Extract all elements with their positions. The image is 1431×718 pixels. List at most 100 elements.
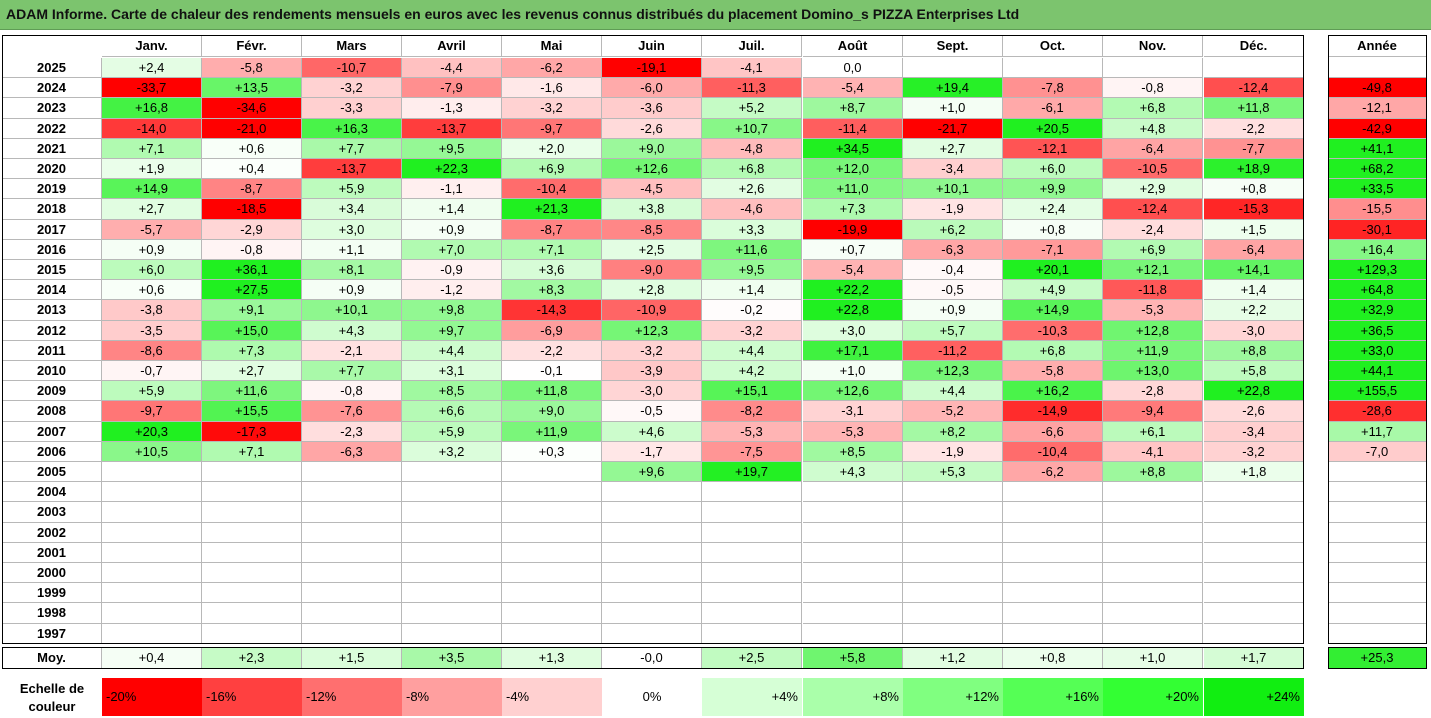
heatmap-cell [1103,623,1203,644]
heatmap-cell: +17,1 [803,340,903,361]
heatmap-cell: +2,9 [1103,179,1203,200]
year-label: 2010 [2,361,102,382]
color-scale-swatch: +20% [1103,678,1203,716]
heatmap-cell: -0,1 [502,361,602,382]
heatmap-cell [602,563,702,584]
heatmap-cell [903,482,1003,503]
heatmap-cell [1003,482,1103,503]
heatmap-cell: +0,7 [803,239,903,260]
heatmap-cell: -5,8 [202,58,302,79]
heatmap-cell: +2,7 [903,138,1003,159]
heatmap-cell [602,603,702,624]
heatmap-cell [102,462,202,483]
heatmap-cell: +0,9 [302,280,402,301]
heatmap-cell: -8,7 [202,179,302,200]
average-cell: +2,5 [702,647,802,669]
heatmap-cell: +6,8 [1103,98,1203,119]
heatmap-cell: +2,0 [502,138,602,159]
heatmap-cell: -13,7 [402,118,502,139]
heatmap-cell [1103,603,1203,624]
heatmap-cell [702,542,802,563]
heatmap-cell: +2,7 [202,361,302,382]
heatmap-cell: -0,9 [402,260,502,281]
heatmap-cell: +4,8 [1103,118,1203,139]
heatmap-cell: -12,1 [1003,138,1103,159]
heatmap-cell: +0,9 [402,219,502,240]
year-label: 2003 [2,502,102,523]
heatmap-cell: -3,4 [1204,421,1304,442]
year-label: 2013 [2,300,102,321]
heatmap-cell: +15,5 [202,401,302,422]
heatmap-cell [302,583,402,604]
heatmap-cell: +1,0 [803,361,903,382]
heatmap-cell [903,623,1003,644]
heatmap-cell: +4,4 [702,340,802,361]
year-label: 1997 [2,623,102,644]
heatmap-cell: -0,8 [302,381,402,402]
heatmap-cell [903,603,1003,624]
heatmap-cell: -6,9 [502,320,602,341]
heatmap-cell: +5,7 [903,320,1003,341]
color-scale-swatch: -16% [202,678,302,716]
average-cell: +1,7 [1204,647,1304,669]
heatmap-cell: -14,0 [102,118,202,139]
month-header: Déc. [1204,35,1304,57]
heatmap-cell [102,583,202,604]
annual-cell [1328,522,1427,543]
heatmap-cell: +11,6 [202,381,302,402]
heatmap-cell: -4,5 [602,179,702,200]
heatmap-cell: -1,7 [602,441,702,462]
heatmap-cell: +27,5 [202,280,302,301]
heatmap-cell: -3,2 [302,78,402,99]
month-header: Nov. [1103,35,1203,57]
heatmap-cell: -3,2 [702,320,802,341]
heatmap-cell: +22,3 [402,159,502,180]
heatmap-cell: -0,5 [602,401,702,422]
heatmap-cell: -8,5 [602,219,702,240]
heatmap-cell: -13,7 [302,159,402,180]
heatmap-cell: +3,2 [402,441,502,462]
average-cell: +3,5 [402,647,502,669]
heatmap-cell [1003,58,1103,79]
heatmap-cell [1003,623,1103,644]
annual-cell: +33,5 [1328,179,1427,200]
average-cell: +2,3 [202,647,302,669]
heatmap-cell [202,623,302,644]
annual-cell [1328,462,1427,483]
month-header: Mai [502,35,602,57]
heatmap-cell: +2,5 [602,239,702,260]
year-label: 1999 [2,583,102,604]
color-scale-swatch: +8% [803,678,903,716]
heatmap-cell: +1,9 [102,159,202,180]
heatmap-cell: +4,4 [903,381,1003,402]
heatmap-cell: +8,5 [803,441,903,462]
heatmap-cell [102,502,202,523]
heatmap-cell: -2,2 [502,340,602,361]
year-label: 2024 [2,78,102,99]
heatmap-cell: -7,1 [1003,239,1103,260]
heatmap-cell [1003,502,1103,523]
heatmap-cell: +11,8 [1204,98,1304,119]
heatmap-cell: +3,0 [803,320,903,341]
annual-cell [1328,58,1427,79]
annual-cell: +36,5 [1328,320,1427,341]
heatmap-cell: -10,7 [302,58,402,79]
heatmap-cell: +2,8 [602,280,702,301]
average-cell: +1,2 [903,647,1003,669]
heatmap-cell [502,623,602,644]
heatmap-cell: +1,8 [1204,462,1304,483]
heatmap-cell [402,563,502,584]
heatmap-cell: +7,0 [402,239,502,260]
year-label: 2011 [2,340,102,361]
heatmap-cell: -11,8 [1103,280,1203,301]
heatmap-cell: +5,3 [903,462,1003,483]
heatmap-cell: -3,2 [1204,441,1304,462]
heatmap-cell: +0,3 [502,441,602,462]
heatmap-cell [1003,522,1103,543]
heatmap-cell [402,623,502,644]
heatmap-cell: +2,6 [702,179,802,200]
heatmap-cell: -10,4 [502,179,602,200]
heatmap-cell: +7,3 [202,340,302,361]
color-scale-swatch: +16% [1003,678,1103,716]
